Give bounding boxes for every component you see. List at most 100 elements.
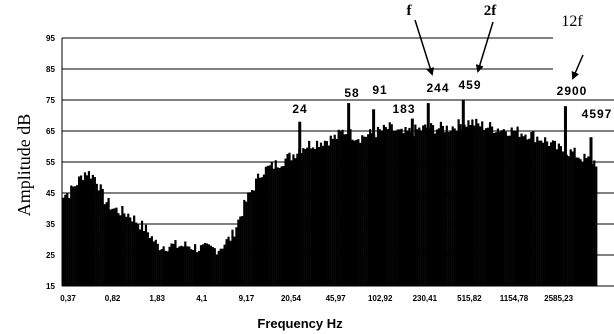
spectrum-bar xyxy=(451,126,454,286)
spectrum-bar xyxy=(142,231,146,286)
spectrum-bar xyxy=(498,131,502,286)
spectrum-bar xyxy=(211,247,214,286)
x-tick-label: 4,1 xyxy=(196,294,208,303)
spectrum-bar xyxy=(247,192,250,286)
peak-bar-24 xyxy=(298,121,302,286)
spectrum-bar xyxy=(469,125,472,287)
peak-label-244: 244 xyxy=(426,81,449,95)
spectrum-bar xyxy=(85,175,89,286)
spectrum-bar xyxy=(319,142,323,286)
spectrum-bar xyxy=(264,166,268,286)
spectrum-bar xyxy=(479,126,482,287)
spectrum-bar xyxy=(418,127,421,287)
annotation-2f: 2f xyxy=(484,3,498,19)
spectrum-bar xyxy=(278,167,281,286)
spectrum-bar xyxy=(268,165,271,286)
peak-label-4597: 4597 xyxy=(582,107,613,121)
peak-label-183: 183 xyxy=(392,102,415,116)
spectrum-bar xyxy=(76,185,79,286)
spectrum-bar xyxy=(544,137,547,286)
spectrum-bar xyxy=(282,166,285,286)
annotation-arrow xyxy=(475,21,494,73)
spectrum-bar xyxy=(192,249,195,286)
spectrum-bar xyxy=(323,140,327,286)
spectrum-bar xyxy=(174,240,177,286)
spectrum-bar xyxy=(186,246,189,286)
spectrum-bar xyxy=(449,131,452,286)
spectrum-bar xyxy=(253,190,256,286)
spectrum-bar xyxy=(207,244,210,286)
spectrum-bar xyxy=(416,129,419,286)
x-axis-label: Frequency Hz xyxy=(257,316,343,331)
spectrum-bar xyxy=(502,129,505,286)
spectrum-bar xyxy=(341,129,344,286)
spectrum-bar xyxy=(201,244,205,286)
spectrum-bar xyxy=(528,138,531,286)
spectrum-bar xyxy=(119,215,122,286)
x-tick-label: 1,83 xyxy=(149,294,165,303)
spectrum-bar xyxy=(290,160,293,286)
spectrum-bar xyxy=(168,246,171,286)
spectrum-bar xyxy=(579,159,582,286)
spectrum-bar xyxy=(251,189,254,286)
spectrum-bar xyxy=(68,197,71,286)
spectrum-bar xyxy=(510,127,513,287)
spectrum-bar xyxy=(335,138,338,286)
spectrum-bar xyxy=(280,166,283,286)
spectrum-bar xyxy=(361,135,364,286)
spectrum-bar xyxy=(276,167,279,286)
spectrum-bar xyxy=(557,143,560,286)
peak-bar-459 xyxy=(461,100,465,286)
spectrum-bar xyxy=(72,186,75,286)
spectrum-bar xyxy=(433,133,437,286)
peak-label-24: 24 xyxy=(292,102,307,116)
harmonic-annotations: f 2f 12f xyxy=(407,3,584,80)
spectrum-bar xyxy=(117,213,120,286)
spectrum-bar xyxy=(325,141,328,286)
spectrum-bar xyxy=(272,168,275,286)
spectrum-bar xyxy=(306,147,309,286)
spectrum-bar xyxy=(508,135,511,286)
spectrum-bar xyxy=(475,118,478,286)
spectrum-bar xyxy=(477,123,480,286)
spectrum-bar xyxy=(343,134,346,286)
spectrum-bars xyxy=(62,100,614,287)
spectrum-bar xyxy=(369,129,372,286)
peak-label-2900: 2900 xyxy=(557,84,588,98)
spectrum-bar xyxy=(445,125,448,286)
spectrum-bar xyxy=(506,135,509,286)
spectrum-bar xyxy=(266,165,269,286)
spectrum-bar xyxy=(160,249,163,286)
spectrum-bar xyxy=(496,128,500,286)
spectrum-bar xyxy=(223,244,226,286)
spectrum-bar xyxy=(164,250,167,286)
spectrum-bar xyxy=(359,142,362,286)
peak-label-459: 459 xyxy=(458,78,481,92)
spectrum-bar xyxy=(394,131,397,286)
spectrum-bar xyxy=(520,133,523,286)
spectrum-bar xyxy=(158,250,161,286)
spectrum-bar xyxy=(195,252,199,286)
spectrum-bar xyxy=(396,129,399,286)
spectrum-bar xyxy=(453,128,456,286)
y-tick-label: 85 xyxy=(46,65,55,74)
spectrum-bar xyxy=(447,132,450,286)
spectrum-bar xyxy=(221,248,224,286)
spectrum-bar xyxy=(435,129,439,286)
spectrum-bar xyxy=(386,129,389,286)
peak-labels: 24 58 91 183 244 459 2900 4597 xyxy=(292,78,613,121)
spectrum-bar xyxy=(471,119,474,286)
spectrum-bar xyxy=(378,129,382,286)
spectrum-bar xyxy=(398,129,401,286)
spectrum-bar xyxy=(337,129,340,286)
spectrum-bar xyxy=(573,147,576,286)
spectrum-bar xyxy=(97,190,100,286)
spectrum-bar xyxy=(270,161,273,286)
spectrum-bar xyxy=(585,158,588,286)
peak-bar-2900 xyxy=(563,106,567,286)
spectrum-bar xyxy=(376,126,380,286)
spectrum-bar xyxy=(455,131,458,286)
spectrum-bar xyxy=(388,122,391,286)
spectrum-bar xyxy=(227,236,230,286)
spectrum-bar xyxy=(233,236,236,286)
